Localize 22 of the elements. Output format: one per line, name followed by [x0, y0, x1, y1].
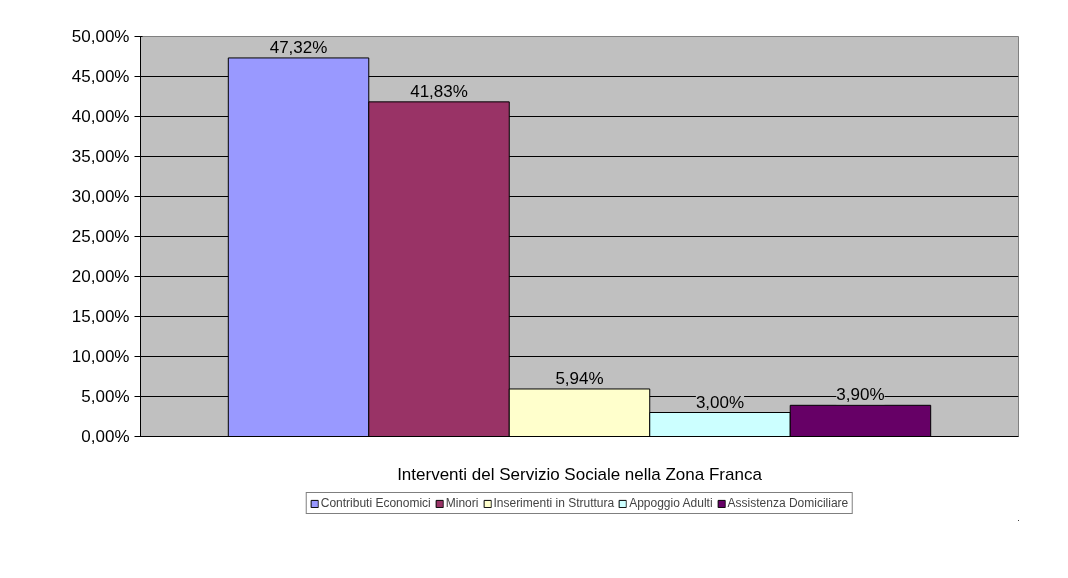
data-label: 3,00% — [695, 392, 745, 412]
legend-label: Appoggio Adulti — [629, 496, 713, 510]
y-tick-label: 30,00% — [71, 187, 130, 206]
data-label: 5,94% — [555, 368, 604, 388]
y-tick-label: 35,00% — [71, 147, 130, 166]
y-tick-label: 15,00% — [71, 307, 130, 326]
legend-label: Contributi Economici — [320, 496, 431, 510]
y-tick-label: 5,00% — [81, 387, 130, 406]
y-tick-label: 25,00% — [71, 227, 130, 246]
y-tick-label: 50,00% — [71, 27, 130, 46]
y-tick-label: 20,00% — [71, 267, 130, 286]
y-tick-label: 40,00% — [71, 107, 130, 126]
y-tick-label: 10,00% — [71, 347, 130, 366]
legend-label: Minori — [445, 496, 479, 510]
legend-label: Assistenza Domiciliare — [727, 496, 849, 510]
data-label: 47,32% — [269, 37, 328, 57]
y-tick-label: 45,00% — [71, 67, 130, 86]
y-tick-label: 0,00% — [81, 427, 130, 446]
data-label: 41,83% — [410, 81, 468, 101]
data-label: 3,90% — [836, 385, 885, 405]
x-tick-label: Interventi del Servizio Sociale nella Zona Franca — [397, 464, 763, 484]
legend-label: Inserimenti in Struttura — [493, 496, 615, 510]
